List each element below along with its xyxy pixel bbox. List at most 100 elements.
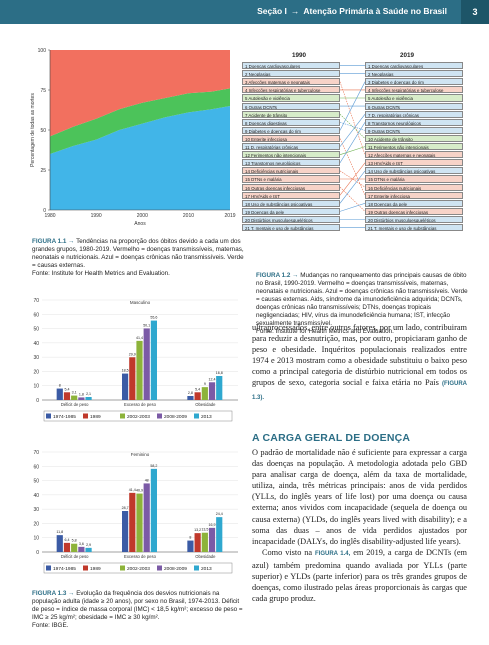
legend-swatch (157, 565, 162, 571)
bar (71, 543, 78, 552)
bar-value-label: 48 (145, 478, 149, 482)
bar (78, 546, 85, 552)
bar (136, 493, 143, 552)
rank-2019-item: 4 Infecções respiratórias e tuberculose (365, 86, 463, 94)
y-tick-label: 0 (36, 550, 39, 556)
rank-2019-item: 15 DTNs e malária (365, 175, 463, 183)
figure-1-1-label: FIGURA 1.1 (32, 238, 67, 245)
figure-1-1-source: Fonte: Institute for Health Metrics and … (32, 270, 170, 277)
y-tick-label: 0 (43, 208, 46, 214)
bar (187, 540, 194, 552)
x-category-label: Déficit de peso (61, 402, 89, 407)
legend-swatch (83, 413, 88, 419)
rank-2019-item: 1 Doenças cardiovasculares (365, 62, 463, 70)
bar-value-label: 16,9 (209, 523, 216, 527)
rank-1990-item: 10 Enterite infecciosa (242, 134, 340, 143)
rank-1990-item: 15 DTNs e malária (242, 175, 340, 183)
y-tick-label: 20 (33, 521, 39, 527)
rank-2019-item: 16 Deficiências nutricionais (365, 183, 463, 191)
bar-value-label: 29,9 (129, 352, 136, 356)
rank-1990-item: 7 Acidente de trânsito (242, 110, 340, 118)
rank-1990-item: 8 Doenças digestivas (242, 118, 340, 126)
rank-1990-item: 16 Outras doenças infecciosas (242, 183, 340, 191)
area-series-0 (50, 106, 230, 210)
x-tick-label: 2000 (137, 213, 148, 219)
rank-2019-item: 7 D. respiratórias crônicas (365, 110, 463, 118)
legend-label: 1974-1985 (53, 414, 76, 420)
bar (56, 388, 63, 400)
rank-connector (340, 146, 365, 155)
rank-2019-item: 14 Uso de substâncias psicoativas (365, 167, 463, 175)
bar-value-label: 5,4 (195, 387, 200, 391)
bar-value-label: 18,5 (122, 369, 129, 373)
y-tick-label: 60 (33, 312, 39, 318)
figure-ref-1-4[interactable]: FIGURA 1.4, (315, 550, 351, 557)
bar (78, 397, 85, 400)
rank-1990-item: 18 Uso de substâncias psicoativas (242, 199, 340, 207)
y-tick-label: 30 (33, 507, 39, 513)
bar (63, 392, 71, 400)
section-heading: A CARGA GERAL DE DOENÇA (252, 432, 411, 444)
rank-1990-item: 17 HIV/Aids e IST (242, 191, 340, 199)
bar-value-label: 13,2 (194, 528, 201, 532)
y-tick-label: 100 (38, 48, 47, 54)
bar (201, 532, 208, 552)
bar (143, 483, 150, 552)
y-tick-label: 50 (33, 479, 39, 485)
bar-value-label: 12,4 (209, 377, 216, 381)
legend-label: 1989 (90, 414, 101, 420)
figure-1-1-caption: FIGURA 1.1 → Tendências na proporção dos… (32, 238, 244, 278)
rank-connector (340, 114, 365, 147)
y-axis-label: Percentagem de todas as mortes (30, 93, 36, 167)
rank-1990-item: 12 Ferimentos não intencionais (242, 151, 340, 159)
rank-1990-item: 3 Afecções maternas e neonatais (242, 78, 340, 86)
arrow-right-icon: → (68, 590, 75, 597)
rank-1990-item: 19 Doenças da pele (242, 207, 340, 215)
chart-title: Feminino (131, 452, 150, 457)
bar (150, 468, 157, 552)
y-tick-label: 60 (33, 464, 39, 470)
bar-value-label: 5,4 (64, 387, 69, 391)
rank-2019-item: 19 Outras doenças infecciosas (365, 207, 463, 215)
bar (129, 357, 136, 400)
bar (208, 527, 216, 552)
body-text-1: ultraprocessados, entre outros fatores, … (252, 323, 467, 388)
rank-1990-item: 11 D. respiratórias crônicas (242, 143, 340, 151)
x-tick-label: 2010 (183, 213, 194, 219)
rank-1990-item: 9 Diabetes e doenças do rim (242, 126, 340, 134)
area-series-1 (50, 88, 230, 154)
bar-value-label: 9 (204, 382, 206, 386)
bar-value-label: 6,4 (64, 538, 69, 542)
figure-1-1-area-chart: 0 25 50 75 100 1980 1990 2000 2010 2019 Anos Percen… (30, 48, 236, 227)
bar-value-label: 5,8 (72, 539, 77, 543)
bar (136, 340, 143, 400)
x-category-label: Excesso de peso (124, 402, 157, 407)
rank-2019-item: 9 Outras DCNTs (365, 126, 463, 134)
rank-2019-item: 2 Neoplasias (365, 70, 463, 78)
bar (71, 395, 78, 400)
bar-value-label: 8 (189, 536, 191, 540)
legend-label: 1974-1985 (53, 566, 76, 572)
y-tick-label: 40 (33, 341, 39, 347)
figure-1-3-chart-feminino: 0 10 20 30 40 50 60 70 11,86,4 5,83,6 2,9 Déficit d… (33, 450, 238, 574)
y-tick-label: 10 (33, 536, 39, 542)
figure-1-3-caption-text: Evolução da frequência dos desvios nutri… (32, 590, 243, 621)
legend-label: 2013 (201, 566, 212, 572)
legend-swatch (120, 413, 125, 419)
rank-connector (340, 203, 365, 212)
arrow-right-icon: → (292, 272, 299, 279)
bar-value-label: 3,1 (72, 391, 77, 395)
figure-1-3-label: FIGURA 1.3 (32, 590, 67, 597)
figure-ref-1-3[interactable]: (FIGURA 1.3). (252, 381, 468, 401)
bar (216, 517, 223, 552)
rank-2019-item: 12 Afecções maternas e neonatais (365, 151, 463, 159)
figure-1-2-caption: FIGURA 1.2 → Mudanças no ranqueamento da… (256, 272, 468, 336)
figure-1-2-source: Fonte: Institute for Health Metrics and … (256, 328, 394, 335)
legend-label: 2008-2009 (164, 566, 187, 572)
rank-connector (340, 162, 365, 196)
bar-value-label: 3,6 (79, 542, 84, 546)
rank-1990-item: 2 Neoplasias (242, 70, 340, 78)
legend-swatch (83, 565, 88, 571)
x-tick-label: 1980 (44, 213, 55, 219)
